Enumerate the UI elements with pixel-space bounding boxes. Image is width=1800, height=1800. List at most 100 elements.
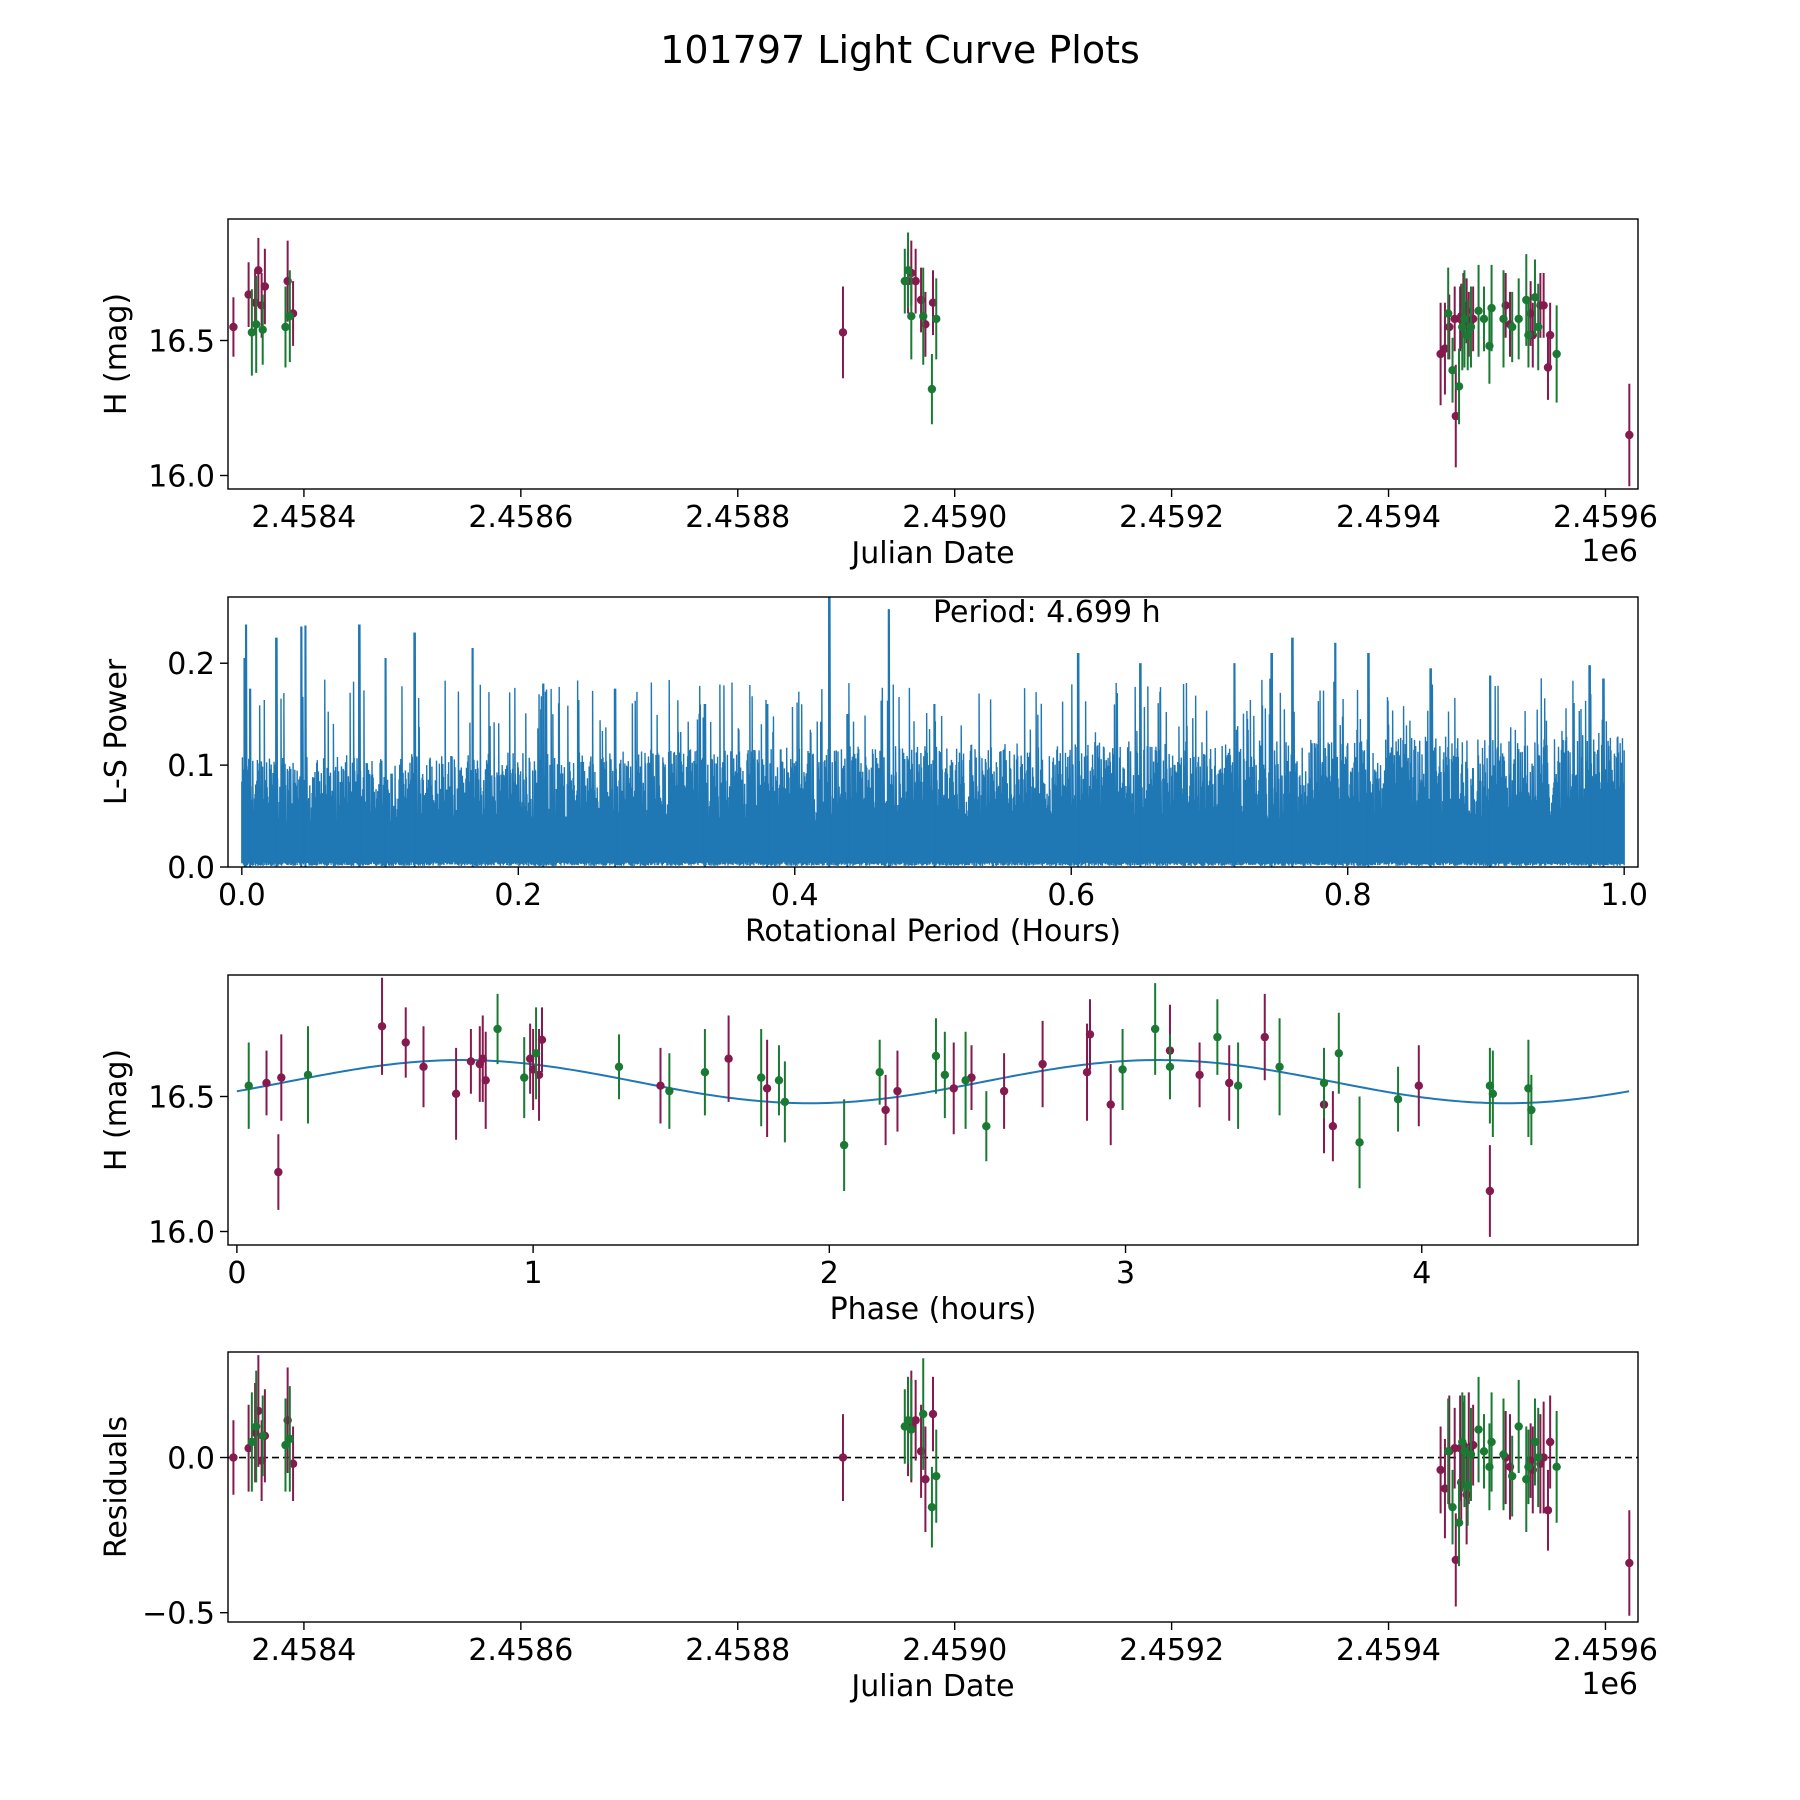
data-point — [1233, 1081, 1243, 1090]
data-point — [1466, 1450, 1476, 1459]
data-point — [928, 1409, 938, 1419]
data-point — [1543, 1506, 1553, 1515]
data-point — [303, 1070, 313, 1080]
data-point — [1545, 330, 1555, 340]
data-point — [247, 1437, 257, 1447]
data-point — [481, 1076, 490, 1085]
panel-lightcurve: 2.4584 2.4586 2.4588 2.4590 2.4592 2.4594 2.45… — [99, 218, 1658, 571]
axes-frame — [227, 974, 1639, 1246]
y-axis-label: Residuals — [99, 1416, 134, 1558]
x-tick-label: 2.4584 — [251, 500, 356, 535]
y-axis-label: H (mag) — [99, 293, 134, 415]
panel-periodogram: Period: 4.699 h 0.0 0.2 0.4 0.6 0.8 1.0 0.0 0.1 0… — [99, 595, 1648, 949]
data-point — [903, 1416, 913, 1425]
data-point — [254, 266, 263, 275]
x-tick-label: 0.8 — [1324, 878, 1372, 913]
data-point — [1479, 314, 1489, 324]
data-point — [927, 1502, 937, 1512]
panel-phase: 0 1 2 3 4 16.0 16.5 Phase (hours) H (mag) — [99, 974, 1639, 1327]
data-point — [1460, 1447, 1469, 1456]
data-point — [931, 1051, 941, 1061]
x-tick-label: 3 — [1116, 1256, 1135, 1291]
data-point — [1463, 1481, 1472, 1490]
x-tick-label: 2.4588 — [685, 500, 790, 535]
data-point — [1451, 411, 1460, 421]
data-point — [1499, 314, 1508, 324]
x-tick-label: 2.4586 — [468, 1633, 573, 1668]
data-point — [928, 298, 938, 307]
data-point — [774, 1076, 784, 1085]
data-point — [911, 1416, 920, 1425]
data-point — [252, 320, 261, 329]
plot-area — [241, 597, 1625, 867]
data-point — [531, 1049, 541, 1058]
data-point — [875, 1068, 884, 1077]
data-point — [281, 322, 290, 332]
data-point — [1534, 1453, 1543, 1462]
data-point — [1499, 1450, 1508, 1459]
x-offset-label: 1e6 — [1581, 534, 1638, 569]
y-tick-label: 0.0 — [167, 851, 215, 886]
data-point — [1445, 322, 1454, 332]
data-point — [1393, 1095, 1403, 1104]
data-point — [838, 1453, 848, 1462]
x-tick-label: 0.4 — [771, 878, 819, 913]
data-point — [1485, 1186, 1495, 1196]
data-point — [285, 312, 295, 321]
data-point — [1463, 330, 1472, 340]
data-point — [700, 1068, 710, 1077]
data-point — [262, 1078, 271, 1088]
axes-frame — [227, 218, 1639, 490]
data-point — [961, 1076, 970, 1085]
data-point — [1038, 1059, 1047, 1069]
data-point — [1082, 1068, 1092, 1077]
data-point — [281, 1440, 290, 1450]
data-point — [229, 322, 238, 332]
data-point — [1474, 1425, 1483, 1434]
periodogram-line — [241, 597, 1625, 866]
data-point — [921, 1475, 930, 1484]
data-point — [257, 301, 266, 310]
data-point — [1195, 1070, 1204, 1080]
data-point — [258, 325, 267, 334]
data-point — [911, 276, 920, 286]
data-point — [1625, 1558, 1634, 1568]
data-point — [244, 290, 253, 299]
x-tick-label: 2 — [820, 1256, 839, 1291]
data-point — [932, 314, 941, 324]
data-point — [244, 1444, 253, 1453]
data-point — [1451, 1555, 1460, 1565]
data-point — [277, 1073, 286, 1082]
data-point — [1488, 1089, 1498, 1099]
data-point — [1522, 295, 1531, 305]
y-tick-label: 0.2 — [167, 647, 215, 682]
data-point — [780, 1097, 790, 1107]
figure-title: 101797 Light Curve Plots — [660, 28, 1140, 72]
data-point — [881, 1105, 890, 1115]
y-tick-label: 16.5 — [148, 1081, 215, 1116]
data-point — [1260, 1032, 1269, 1042]
data-point — [1474, 306, 1483, 315]
x-tick-label: 0.0 — [218, 878, 266, 913]
data-point — [1275, 1062, 1284, 1072]
data-point — [401, 1038, 410, 1047]
y-tick-label: 16.5 — [148, 325, 215, 360]
data-point — [1448, 1502, 1457, 1512]
data-point — [839, 1140, 849, 1150]
y-axis-label: H (mag) — [99, 1049, 134, 1171]
data-point — [1454, 1518, 1464, 1527]
data-point — [724, 1054, 733, 1063]
data-point — [1150, 1024, 1160, 1034]
x-tick-label: 1.0 — [1600, 878, 1648, 913]
data-point — [919, 1409, 928, 1419]
data-point — [949, 1084, 958, 1093]
data-point — [1552, 1462, 1561, 1472]
data-point — [1454, 382, 1464, 391]
data-point — [1118, 1065, 1127, 1074]
data-point — [1514, 1422, 1523, 1431]
y-axis-label: L-S Power — [99, 658, 134, 805]
x-tick-label: 1 — [524, 1256, 543, 1291]
data-point — [1355, 1138, 1364, 1147]
x-offset-label: 1e6 — [1581, 1667, 1638, 1702]
